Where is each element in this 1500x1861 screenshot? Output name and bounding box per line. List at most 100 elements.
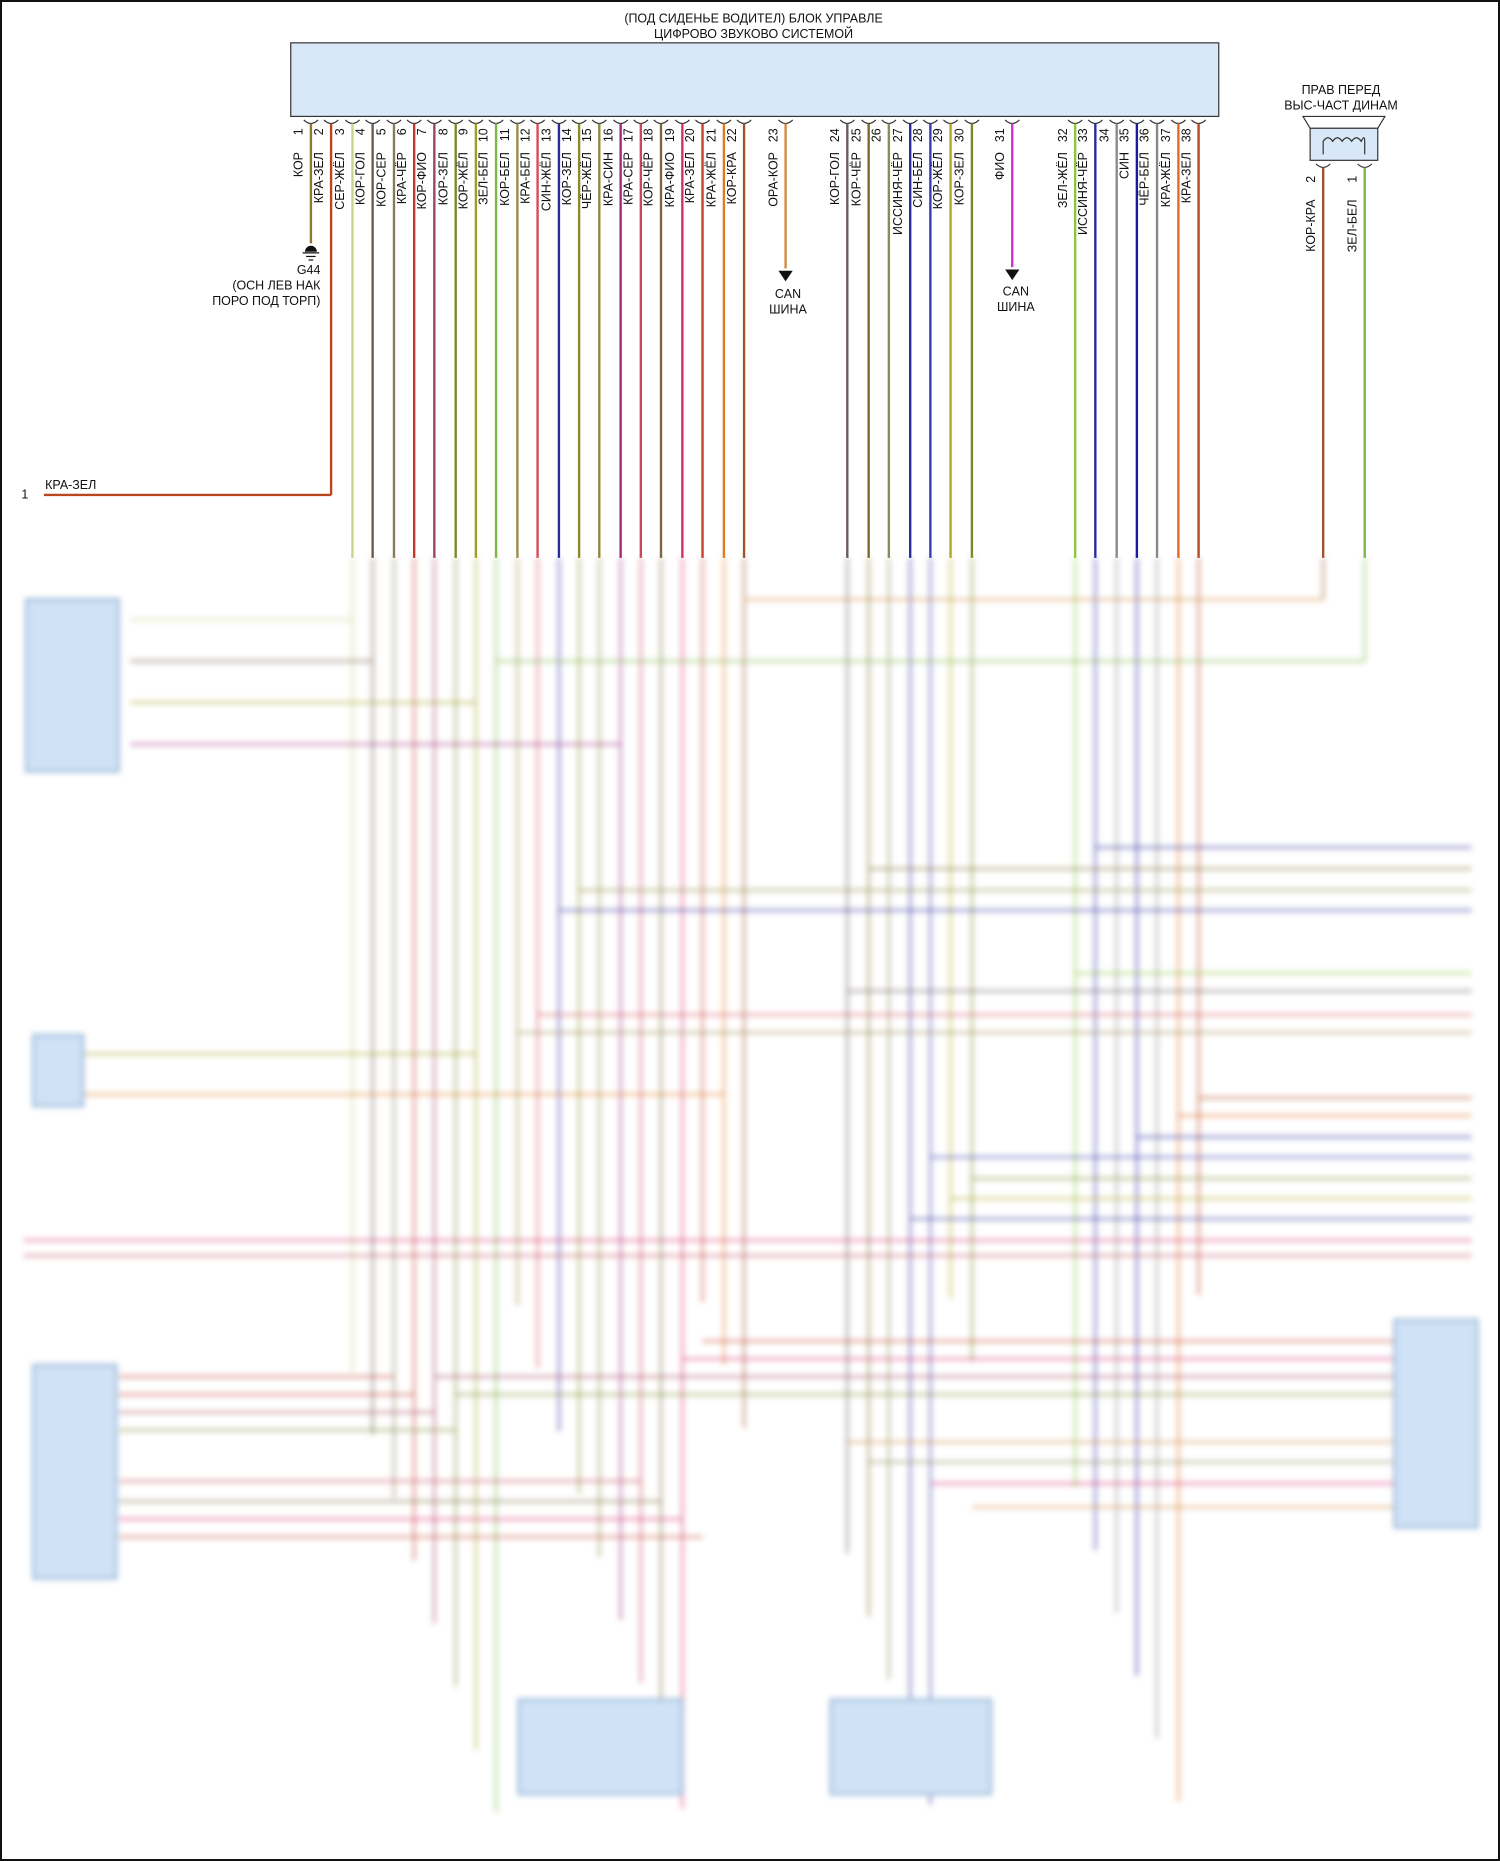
module-pin-35[interactable]: 35 СИН bbox=[1118, 119, 1145, 558]
wire-label: КРА-СЕР bbox=[622, 152, 636, 205]
blurred-component bbox=[32, 1363, 118, 1580]
control-module-box[interactable] bbox=[290, 42, 1220, 118]
module-pin-22[interactable]: 22 КОР-КРА bbox=[725, 119, 752, 558]
module-pin-1[interactable]: 1 КОР bbox=[292, 119, 319, 244]
module-pin-18[interactable]: 18 КОР-ЧЁР bbox=[642, 119, 669, 558]
pin-socket-icon bbox=[551, 119, 567, 125]
speaker-pin-1[interactable]: 1 ЗЕЛ-БЕЛ bbox=[1345, 163, 1373, 558]
module-pin-11[interactable]: 11 КОР-БЕЛ bbox=[498, 119, 525, 558]
pin-number: 31 bbox=[993, 128, 1007, 142]
pin-socket-icon bbox=[571, 119, 587, 125]
ground-id: G44 bbox=[297, 263, 321, 277]
module-pin-16[interactable]: 16 КРА-СИН bbox=[601, 119, 629, 558]
module-pin-21[interactable]: 21 КРА-ЖЁЛ bbox=[705, 119, 732, 558]
pin-number: 36 bbox=[1138, 128, 1152, 142]
module-pin-23[interactable]: 23 ОРА-КОР bbox=[766, 119, 794, 269]
pin-socket-icon bbox=[386, 119, 402, 125]
module-pin-10[interactable]: 10 ЗЕЛ-БЕЛ bbox=[477, 119, 504, 558]
wire-label: ЧЁР-БЕЛ bbox=[1138, 152, 1152, 206]
pin-number: 4 bbox=[353, 128, 367, 135]
module-pin-29[interactable]: 29 КОР-ЖЁЛ bbox=[931, 119, 959, 558]
wire-label: КОР-КРА bbox=[1304, 199, 1318, 252]
ground-icon bbox=[302, 245, 320, 261]
module-pin-6[interactable]: 6 КРА-ЧЁР bbox=[395, 119, 422, 558]
module-pin-33[interactable]: 33 ИССИНЯ-ЧЁР bbox=[1076, 119, 1103, 558]
module-pin-15[interactable]: 15 ЧЁР-ЖЁЛ bbox=[580, 119, 607, 558]
pin-socket-icon bbox=[1109, 119, 1125, 125]
pin-number: 17 bbox=[622, 128, 636, 142]
wire-label: КОР bbox=[292, 152, 306, 177]
wire-label: СИН bbox=[1118, 152, 1132, 179]
pin-socket-icon bbox=[633, 119, 649, 125]
wire-label: ИССИНЯ-ЧЁР bbox=[1076, 152, 1090, 235]
pin-socket-icon bbox=[1129, 119, 1145, 125]
pin-number: 38 bbox=[1179, 128, 1193, 142]
pin-number: 30 bbox=[953, 128, 967, 142]
module-pin-24[interactable]: 24 КОР-ГОЛ bbox=[828, 119, 855, 558]
module-pin-17[interactable]: 17 КРА-СЕР bbox=[622, 119, 649, 558]
module-pin-38[interactable]: 38 КРА-ЗЕЛ bbox=[1179, 119, 1207, 558]
wire-label: КРА-ЗЕЛ bbox=[312, 152, 326, 203]
module-pin-25[interactable]: 25 КОР-ЧЁР bbox=[849, 119, 877, 558]
wire-label: КОР-ЖЁЛ bbox=[931, 152, 945, 209]
wire-label: ОРА-КОР bbox=[766, 152, 780, 207]
module-pin-37[interactable]: 37 КРА-ЖЁЛ bbox=[1159, 119, 1186, 558]
module-pin-27[interactable]: 27 ИССИНЯ-ЧЁР bbox=[891, 119, 918, 558]
pin-socket-icon bbox=[653, 119, 669, 125]
pin-number: 9 bbox=[457, 128, 471, 135]
module-pin-28[interactable]: 28 СИН-БЕЛ bbox=[911, 119, 938, 558]
can-bus-label-1[interactable]: CAN bbox=[775, 287, 801, 301]
module-pin-3[interactable]: 3 СЕР-ЖЁЛ bbox=[333, 119, 360, 558]
pin-number: 10 bbox=[477, 128, 491, 142]
pin-socket-icon bbox=[488, 119, 504, 125]
module-pin-19[interactable]: 19 КРА-ФИО bbox=[663, 119, 690, 558]
wire-label: КОР-ГОЛ bbox=[828, 152, 842, 205]
wire-label: СИН-ЖЁЛ bbox=[540, 152, 554, 211]
module-pin-20[interactable]: 20 КРА-ЗЕЛ bbox=[683, 119, 711, 558]
module-pin-30[interactable]: 30 КОР-ЗЕЛ bbox=[953, 119, 980, 558]
module-pins: 1 КОР 2 КРА-ЗЕЛ 3 СЕР-ЖЁЛ 4 КОР-ГОЛ 5 КОР-СЕР 6 КРА… bbox=[43, 119, 1207, 558]
pin-number: 28 bbox=[911, 128, 925, 142]
module-pin-32[interactable]: 32 ЗЕЛ-ЖЁЛ bbox=[1056, 119, 1083, 558]
wire-label: КОР-ГОЛ bbox=[353, 152, 367, 205]
pin-number: 27 bbox=[891, 128, 905, 142]
speaker-pin-2[interactable]: 2 КОР-КРА bbox=[1304, 163, 1331, 558]
pin-number: 35 bbox=[1118, 128, 1132, 142]
wire-label: КОР-ЧЁР bbox=[849, 152, 863, 206]
module-pin-7[interactable]: 7 КОР-ФИО bbox=[415, 119, 442, 558]
module-pin-26[interactable]: 26 bbox=[870, 119, 897, 558]
pin-number: 16 bbox=[601, 128, 615, 142]
pin-number: 29 bbox=[931, 128, 945, 142]
module-pin-2[interactable]: 2 КРА-ЗЕЛ bbox=[43, 119, 339, 497]
pin-number: 32 bbox=[1056, 128, 1070, 142]
module-pin-12[interactable]: 12 КРА-БЕЛ bbox=[518, 119, 546, 558]
pin-socket-icon bbox=[674, 119, 690, 125]
blurred-component bbox=[517, 1698, 684, 1796]
module-pin-8[interactable]: 8 КОР-ЗЕЛ bbox=[436, 119, 464, 558]
pin-number: 5 bbox=[375, 128, 389, 135]
speaker-icon[interactable] bbox=[1301, 115, 1386, 161]
module-pin-34[interactable]: 34 bbox=[1097, 119, 1125, 558]
wire-label: КОР-КРА bbox=[725, 151, 739, 204]
module-pin-4[interactable]: 4 КОР-ГОЛ bbox=[353, 119, 381, 558]
wire-label: КРА-СИН bbox=[601, 152, 615, 206]
pin-socket-icon bbox=[1191, 119, 1207, 125]
pin-socket-icon bbox=[509, 119, 525, 125]
module-pin-5[interactable]: 5 КОР-СЕР bbox=[375, 119, 402, 558]
can-bus-label-2[interactable]: CAN bbox=[1003, 285, 1029, 299]
wire-label: КРА-ФИО bbox=[663, 152, 677, 208]
module-pin-36[interactable]: 36 ЧЁР-БЕЛ bbox=[1138, 119, 1165, 558]
pin-socket-icon bbox=[613, 119, 629, 125]
pin-number: 18 bbox=[642, 128, 656, 142]
wire-label: КОР-ЖЁЛ bbox=[457, 152, 471, 209]
pin-socket-icon bbox=[406, 119, 422, 125]
module-pin-9[interactable]: 9 КОР-ЖЁЛ bbox=[457, 119, 484, 558]
pin-number: 12 bbox=[518, 128, 532, 142]
module-pin-13[interactable]: 13 СИН-ЖЁЛ bbox=[540, 119, 567, 558]
pin-socket-icon bbox=[778, 119, 794, 125]
module-pin-31[interactable]: 31 ФИО bbox=[993, 119, 1020, 268]
wire-label: КРА-ЗЕЛ bbox=[1179, 152, 1193, 203]
speaker-title-line2: ВЫС-ЧАСТ ДИНАМ bbox=[1284, 98, 1398, 112]
module-pin-14[interactable]: 14 КОР-ЗЕЛ bbox=[560, 119, 587, 558]
